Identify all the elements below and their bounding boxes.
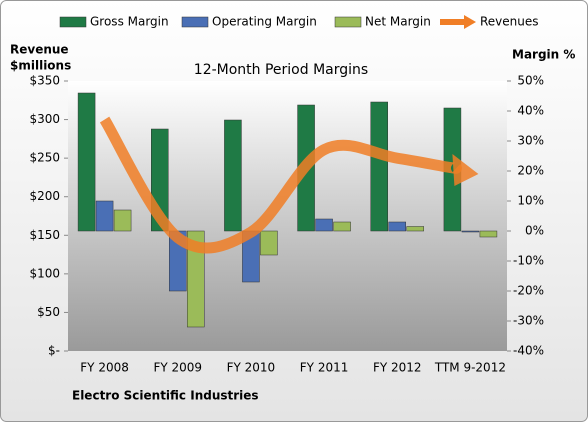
x-tick-label: TTM 9-2012 bbox=[434, 361, 506, 375]
bar bbox=[333, 221, 351, 232]
line-arrowhead bbox=[452, 154, 479, 187]
line bbox=[99, 116, 462, 254]
bar bbox=[95, 200, 114, 232]
legend-swatch bbox=[464, 15, 476, 29]
y2-tick-label: 50% bbox=[517, 74, 544, 88]
legend-label: Net Margin bbox=[365, 15, 431, 29]
y-tick-label: $300 bbox=[29, 112, 60, 126]
x-tick-label: FY 2012 bbox=[373, 361, 422, 375]
y-tick-label: $150 bbox=[29, 228, 60, 242]
legend-label: Revenues bbox=[480, 15, 539, 29]
bar bbox=[479, 230, 498, 238]
x-tick-label: FY 2011 bbox=[300, 361, 349, 375]
plot-area bbox=[68, 81, 507, 351]
y-tick-label: $350 bbox=[29, 74, 60, 88]
y-tick-label: $50 bbox=[37, 305, 60, 319]
y-axis-label: Revenue bbox=[10, 43, 69, 57]
legend-swatch bbox=[59, 16, 87, 28]
bar bbox=[315, 218, 333, 232]
y-tick-label: $200 bbox=[29, 189, 60, 203]
y2-tick-label: 0% bbox=[525, 224, 544, 238]
x-tick-label: FY 2010 bbox=[227, 361, 276, 375]
x-tick-label: FY 2009 bbox=[153, 361, 202, 375]
bar bbox=[461, 230, 480, 233]
legend-swatch bbox=[334, 16, 362, 28]
bar bbox=[77, 92, 96, 232]
x-tick-label: FY 2008 bbox=[80, 361, 129, 375]
bar bbox=[260, 230, 278, 256]
bar bbox=[113, 209, 132, 232]
y2-tick-label: 20% bbox=[517, 164, 544, 178]
y2-tick-label: -30% bbox=[513, 314, 544, 328]
bar bbox=[388, 221, 406, 232]
y-tick-label: $- bbox=[48, 344, 60, 358]
y2-tick-label: -10% bbox=[513, 254, 544, 268]
bar bbox=[224, 119, 242, 232]
legend-swatch bbox=[181, 16, 209, 28]
y2-tick-label: 40% bbox=[517, 104, 544, 118]
y-tick-label: $250 bbox=[29, 151, 60, 165]
bar bbox=[406, 226, 424, 232]
legend-label: Gross Margin bbox=[90, 15, 169, 29]
y2-tick-label: 10% bbox=[517, 194, 544, 208]
chart-note: Electro Scientific Industries bbox=[72, 389, 259, 403]
legend-label: Operating Margin bbox=[212, 15, 317, 29]
y2-tick-label: -40% bbox=[513, 344, 544, 358]
y2-axis-label: Margin % bbox=[512, 48, 575, 62]
y-tick-label: $100 bbox=[29, 266, 60, 280]
y-axis-label: $millions bbox=[10, 59, 71, 73]
bar bbox=[187, 230, 205, 328]
y2-tick-label: -20% bbox=[513, 284, 544, 298]
bar bbox=[370, 101, 388, 232]
chart-title: 12-Month Period Margins bbox=[194, 62, 368, 78]
y2-tick-label: 30% bbox=[517, 134, 544, 148]
